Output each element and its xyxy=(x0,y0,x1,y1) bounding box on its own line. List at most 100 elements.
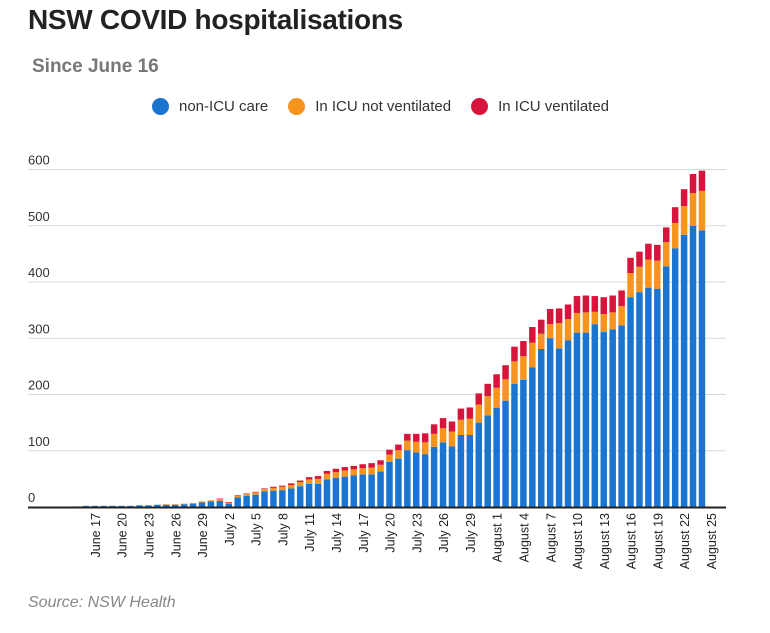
bar-segment-icu-ventilated-62 xyxy=(627,257,634,273)
bar-segment-non-icu-34 xyxy=(377,471,384,507)
bar-segment-icu-ventilated-21 xyxy=(261,488,268,489)
bar-segment-icu-ventilated-19 xyxy=(243,493,250,495)
bar-segment-icu-not-ventilated-39 xyxy=(421,442,429,455)
x-tick-label-19: July 5 xyxy=(250,513,264,546)
bar-segment-icu-ventilated-69 xyxy=(689,174,697,194)
bar-segment-icu-ventilated-59 xyxy=(600,297,607,315)
x-tick-label-58: August 13 xyxy=(598,513,612,569)
bar-segment-non-icu-16 xyxy=(216,500,224,507)
bar-segment-icu-ventilated-40 xyxy=(430,424,438,434)
bar-segment-non-icu-24 xyxy=(288,488,295,507)
bar-segment-non-icu-6 xyxy=(127,505,134,508)
bar-segment-icu-not-ventilated-29 xyxy=(332,472,340,478)
bar-segment-icu-not-ventilated-26 xyxy=(305,479,313,484)
bar-segment-non-icu-46 xyxy=(484,415,491,507)
bar-segment-icu-not-ventilated-34 xyxy=(377,464,384,472)
bar-segment-non-icu-26 xyxy=(305,483,313,507)
bar-segment-icu-not-ventilated-47 xyxy=(493,387,500,408)
bar-segment-non-icu-30 xyxy=(341,476,349,508)
bar-segment-non-icu-12 xyxy=(180,504,188,507)
bar-segment-icu-ventilated-52 xyxy=(538,319,545,334)
bar-segment-icu-ventilated-63 xyxy=(636,251,643,267)
bar-segment-icu-ventilated-61 xyxy=(618,290,625,307)
x-tick-label-46: August 1 xyxy=(491,513,505,562)
bar-segment-icu-ventilated-23 xyxy=(279,485,286,487)
bar-segment-icu-not-ventilated-22 xyxy=(270,487,277,491)
bar-segment-icu-not-ventilated-41 xyxy=(439,428,447,443)
bar-segment-icu-ventilated-49 xyxy=(511,346,518,362)
x-tick-label-7: June 23 xyxy=(142,513,156,558)
x-tick-label-16: July 2 xyxy=(223,513,237,546)
bar-segment-icu-not-ventilated-65 xyxy=(654,260,661,289)
bar-segment-non-icu-68 xyxy=(680,234,688,507)
bar-segment-icu-not-ventilated-24 xyxy=(288,485,295,489)
bar-segment-non-icu-42 xyxy=(448,446,456,507)
legend-item-non-icu: non-ICU care xyxy=(152,98,268,115)
bar-segment-icu-ventilated-56 xyxy=(573,296,581,313)
bar-segment-icu-ventilated-24 xyxy=(288,483,295,486)
bar-segment-non-icu-31 xyxy=(350,475,358,507)
x-tick-label-49: August 4 xyxy=(517,513,531,562)
bar-segment-icu-not-ventilated-35 xyxy=(386,454,393,462)
bar-segment-non-icu-37 xyxy=(404,450,411,507)
legend-label-icu-ventilated: In ICU ventilated xyxy=(498,98,610,115)
bar-segment-icu-not-ventilated-50 xyxy=(520,356,527,380)
legend-swatch-icu-ventilated xyxy=(471,98,489,115)
bar-segment-icu-ventilated-25 xyxy=(296,480,304,483)
x-tick-label-10: June 26 xyxy=(169,513,183,558)
bar-segment-icu-ventilated-41 xyxy=(439,418,447,429)
bar-segment-icu-not-ventilated-15 xyxy=(207,500,215,502)
bar-segment-icu-not-ventilated-17 xyxy=(225,502,233,504)
bar-segment-non-icu-9 xyxy=(154,504,161,507)
bar-segment-icu-not-ventilated-53 xyxy=(546,324,554,339)
bar-segment-icu-ventilated-31 xyxy=(350,465,358,470)
bar-segment-icu-not-ventilated-42 xyxy=(448,431,456,447)
bar-segment-icu-not-ventilated-16 xyxy=(216,499,224,501)
bar-segment-icu-not-ventilated-52 xyxy=(538,333,545,349)
bar-segment-non-icu-8 xyxy=(145,505,152,507)
bar-segment-non-icu-39 xyxy=(421,454,429,508)
bar-segment-icu-ventilated-57 xyxy=(582,295,590,313)
chart-subtitle: Since June 16 xyxy=(32,56,159,77)
bar-segment-icu-not-ventilated-68 xyxy=(680,206,688,235)
bar-segment-icu-ventilated-51 xyxy=(529,327,536,343)
x-tick-label-55: August 10 xyxy=(571,513,585,569)
x-tick-label-13: June 29 xyxy=(196,513,210,558)
bar-segment-icu-ventilated-55 xyxy=(564,304,572,320)
x-tick-label-28: July 14 xyxy=(330,513,344,553)
bar-segment-icu-ventilated-66 xyxy=(663,227,670,243)
bar-segment-icu-ventilated-48 xyxy=(502,365,509,380)
bar-segment-icu-not-ventilated-18 xyxy=(234,495,241,498)
bar-segment-icu-ventilated-45 xyxy=(475,393,483,405)
bar-segment-icu-not-ventilated-46 xyxy=(484,396,491,416)
bar-segment-icu-not-ventilated-55 xyxy=(564,319,572,341)
bar-segment-non-icu-64 xyxy=(645,287,652,508)
legend-swatch-icu-not-ventilated xyxy=(288,98,306,115)
bar-segment-icu-not-ventilated-25 xyxy=(296,482,304,487)
bar-segment-icu-ventilated-26 xyxy=(305,477,313,480)
bar-segment-non-icu-7 xyxy=(136,505,143,507)
chart-title: NSW COVID hospitalisations xyxy=(28,4,403,35)
bar-segment-icu-not-ventilated-38 xyxy=(413,441,420,453)
bar-segment-icu-not-ventilated-66 xyxy=(663,242,670,267)
bar-segment-non-icu-15 xyxy=(207,501,215,508)
bar-segment-non-icu-10 xyxy=(163,504,170,507)
bar-segment-icu-not-ventilated-64 xyxy=(645,259,652,288)
bar-segment-non-icu-28 xyxy=(323,479,331,507)
bar-segment-non-icu-27 xyxy=(314,483,322,507)
bar-segment-non-icu-55 xyxy=(564,340,572,507)
bar-segment-icu-not-ventilated-30 xyxy=(341,470,349,477)
bar-segment-icu-ventilated-60 xyxy=(609,295,616,313)
bar-segment-icu-not-ventilated-10 xyxy=(163,504,170,505)
bar-segment-icu-ventilated-35 xyxy=(386,449,393,455)
bar-segment-icu-ventilated-38 xyxy=(413,433,420,442)
legend-swatch-non-icu xyxy=(152,98,169,115)
x-tick-label-34: July 20 xyxy=(384,513,398,553)
bar-segment-icu-not-ventilated-57 xyxy=(582,312,590,333)
bar-segment-non-icu-36 xyxy=(395,458,402,508)
bar-segment-non-icu-50 xyxy=(520,379,527,508)
y-tick-label-300: 300 xyxy=(28,321,50,336)
bar-segment-icu-not-ventilated-62 xyxy=(627,273,634,298)
bar-segment-icu-not-ventilated-54 xyxy=(555,323,563,349)
